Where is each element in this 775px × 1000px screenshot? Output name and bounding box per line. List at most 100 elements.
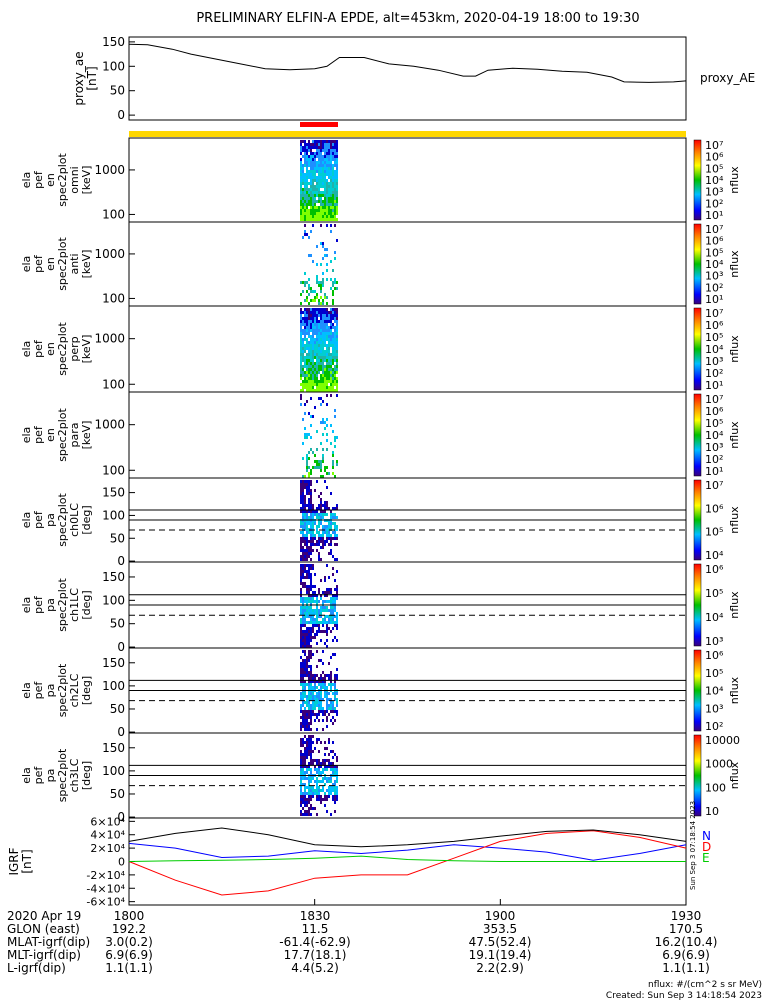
flux-pixel: [316, 377, 318, 380]
flux-pixel: [308, 353, 310, 356]
flux-pixel: [320, 161, 322, 164]
flux-pixel: [326, 254, 328, 257]
flux-pixel: [314, 747, 316, 750]
flux-pixel: [322, 356, 324, 359]
flux-pixel: [324, 692, 326, 695]
flux-pixel: [326, 182, 328, 185]
spectrogram-ylabel-line: en: [44, 173, 57, 187]
flux-pixel: [328, 311, 330, 314]
flux-pixel: [336, 158, 338, 161]
flux-pixel: [308, 531, 310, 534]
flux-pixel: [308, 704, 310, 707]
flux-pixel: [332, 188, 334, 191]
flux-pixel: [312, 686, 314, 689]
flux-pixel: [310, 756, 312, 759]
flux-pixel: [310, 683, 312, 686]
flux-pixel: [326, 179, 328, 182]
flux-pixel: [314, 200, 316, 203]
flux-pixel: [318, 356, 320, 359]
flux-pixel: [308, 597, 310, 600]
flux-pixel: [324, 777, 326, 780]
flux-pixel: [320, 558, 322, 561]
flux-pixel: [310, 618, 312, 621]
flux-pixel: [334, 251, 336, 254]
flux-pixel: [318, 600, 320, 603]
flux-pixel: [306, 164, 308, 167]
flux-pixel: [300, 591, 302, 594]
flux-pixel: [308, 164, 310, 167]
flux-pixel: [320, 612, 322, 615]
spectrogram-ytick-label: 100: [102, 679, 125, 693]
flux-pixel: [334, 516, 336, 519]
flux-pixel: [308, 701, 310, 704]
flux-pixel: [324, 674, 326, 677]
flux-pixel: [330, 789, 332, 792]
flux-pixel: [326, 209, 328, 212]
flux-pixel: [300, 356, 302, 359]
flux-pixel: [314, 290, 316, 293]
flux-pixel: [334, 615, 336, 618]
flux-pixel: [318, 627, 320, 630]
spectrogram-flux: [300, 564, 338, 648]
flux-pixel: [332, 293, 334, 296]
flux-pixel: [320, 329, 322, 332]
flux-pixel: [312, 212, 314, 215]
flux-pixel: [334, 680, 336, 683]
flux-pixel: [320, 326, 322, 329]
flux-pixel: [330, 230, 332, 233]
flux-pixel: [302, 674, 304, 677]
flux-pixel: [310, 489, 312, 492]
flux-pixel: [300, 397, 302, 400]
flux-pixel: [336, 394, 338, 397]
flux-pixel: [302, 777, 304, 780]
flux-pixel: [320, 801, 322, 804]
colorbar-tick-label: 10³: [705, 441, 723, 454]
flux-pixel: [326, 380, 328, 383]
flux-pixel: [320, 203, 322, 206]
flux-pixel: [314, 380, 316, 383]
flux-pixel: [302, 155, 304, 158]
flux-pixel: [330, 516, 332, 519]
flux-pixel: [322, 528, 324, 531]
flux-pixel: [318, 786, 320, 789]
flux-pixel: [320, 308, 322, 311]
flux-pixel: [322, 540, 324, 543]
flux-pixel: [302, 671, 304, 674]
flux-pixel: [320, 290, 322, 293]
flux-pixel: [316, 543, 318, 546]
flux-pixel: [304, 633, 306, 636]
flux-pixel: [328, 704, 330, 707]
flux-pixel: [330, 161, 332, 164]
flux-pixel: [326, 152, 328, 155]
flux-pixel: [300, 540, 302, 543]
flux-pixel: [308, 573, 310, 576]
flux-pixel: [306, 203, 308, 206]
flux-pixel: [334, 212, 336, 215]
flux-pixel: [306, 612, 308, 615]
flux-pixel: [322, 762, 324, 765]
flux-pixel: [336, 621, 338, 624]
flux-pixel: [324, 197, 326, 200]
flux-pixel: [314, 686, 316, 689]
flux-pixel: [316, 507, 318, 510]
flux-pixel: [308, 656, 310, 659]
flux-pixel: [318, 368, 320, 371]
flux-pixel: [312, 386, 314, 389]
flux-pixel: [310, 365, 312, 368]
flux-pixel: [310, 495, 312, 498]
flux-pixel: [314, 683, 316, 686]
igrf-ytick-label: -6×10⁴: [86, 896, 125, 909]
flux-pixel: [318, 140, 320, 143]
flux-pixel: [310, 143, 312, 146]
flux-pixel: [324, 140, 326, 143]
igrf-series-line: [128, 842, 687, 861]
flux-pixel: [334, 621, 336, 624]
flux-pixel: [306, 576, 308, 579]
flux-pixel: [302, 522, 304, 525]
spectrogram-flux: [300, 394, 338, 478]
flux-pixel: [320, 442, 322, 445]
flux-pixel: [334, 326, 336, 329]
flux-pixel: [320, 403, 322, 406]
flux-pixel: [308, 347, 310, 350]
flux-pixel: [312, 140, 314, 143]
